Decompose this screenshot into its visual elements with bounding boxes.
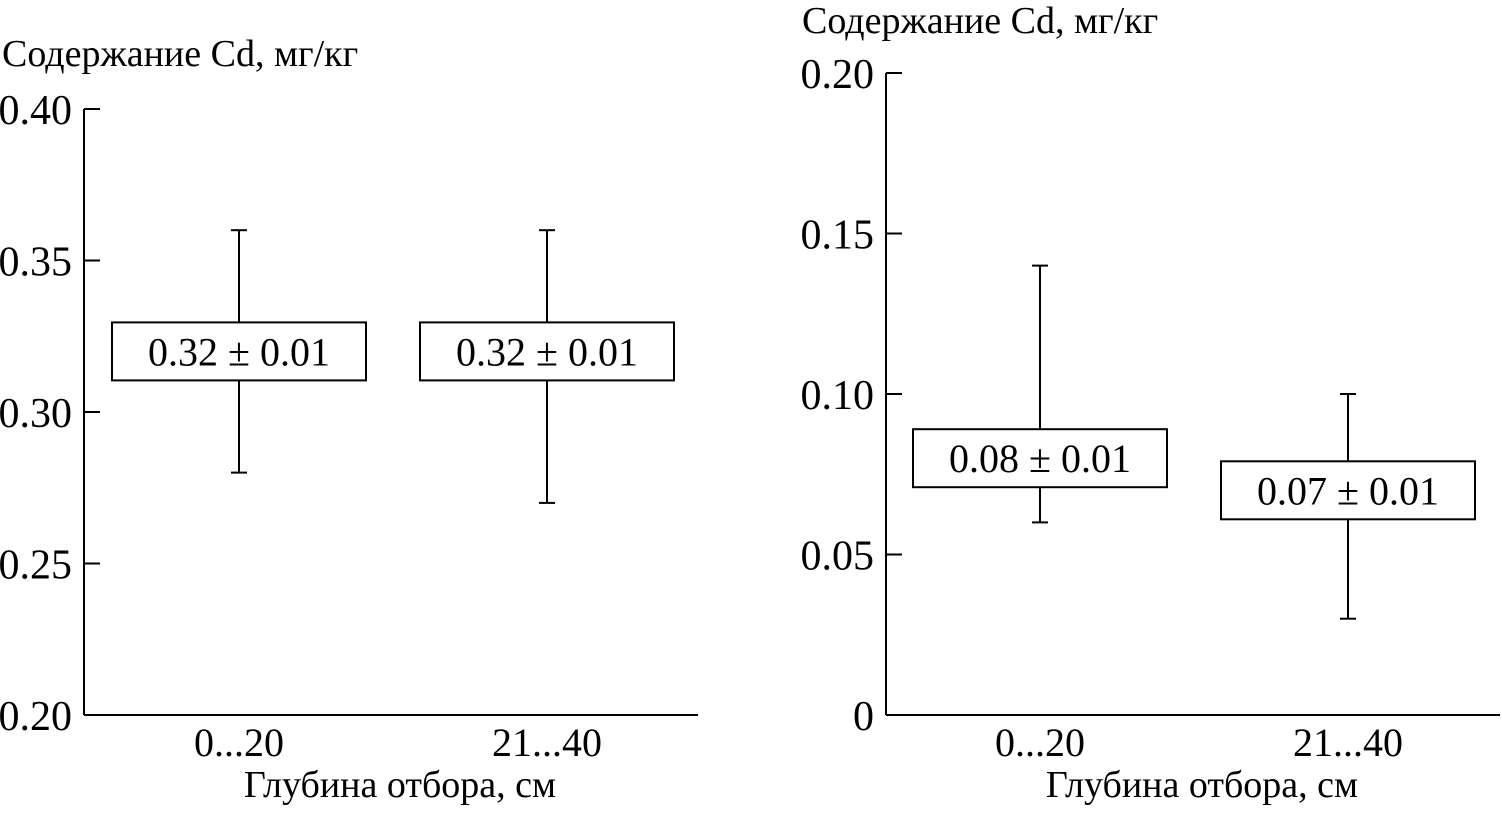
y-tick-label: 0 [853,694,874,740]
y-tick-label: 0.35 [0,240,72,286]
box [111,321,367,382]
box-value-label: 0.08 ± 0.01 [949,436,1131,481]
box [1220,460,1476,521]
box [419,321,675,382]
y-axis-label: Содержание Cd, мг/кг [802,0,1158,42]
y-tick-label: 0.10 [801,373,875,419]
x-tick-label: 21...40 [1293,720,1403,765]
box-value-label: 0.32 ± 0.01 [456,329,638,374]
y-tick-label: 0.20 [801,52,875,98]
y-tick-label: 0.05 [801,534,875,580]
x-axis-label: Глубина отбора, см [244,764,556,806]
x-axis-label: Глубина отбора, см [1046,764,1358,806]
x-tick-label: 0...20 [995,720,1085,765]
left-chart: 0.20 0.25 0.30 0.35 0.40 Содержание Cd, мг/кг… [0,33,698,806]
y-tick-label: 0.40 [0,88,72,134]
y-tick-label: 0.20 [0,694,72,740]
box-value-label: 0.32 ± 0.01 [148,329,330,374]
y-tick-label: 0.30 [0,391,72,437]
right-chart: 0 0.05 0.10 0.15 0.20 Содержание Cd, мг/кг 0..… [801,0,1500,806]
box-value-label: 0.07 ± 0.01 [1257,468,1439,513]
x-tick-label: 21...40 [492,720,602,765]
box [912,428,1168,489]
x-tick-label: 0...20 [194,720,284,765]
y-axis-label: Содержание Cd, мг/кг [2,33,358,75]
y-tick-label: 0.15 [801,213,875,259]
y-tick-label: 0.25 [0,543,72,589]
